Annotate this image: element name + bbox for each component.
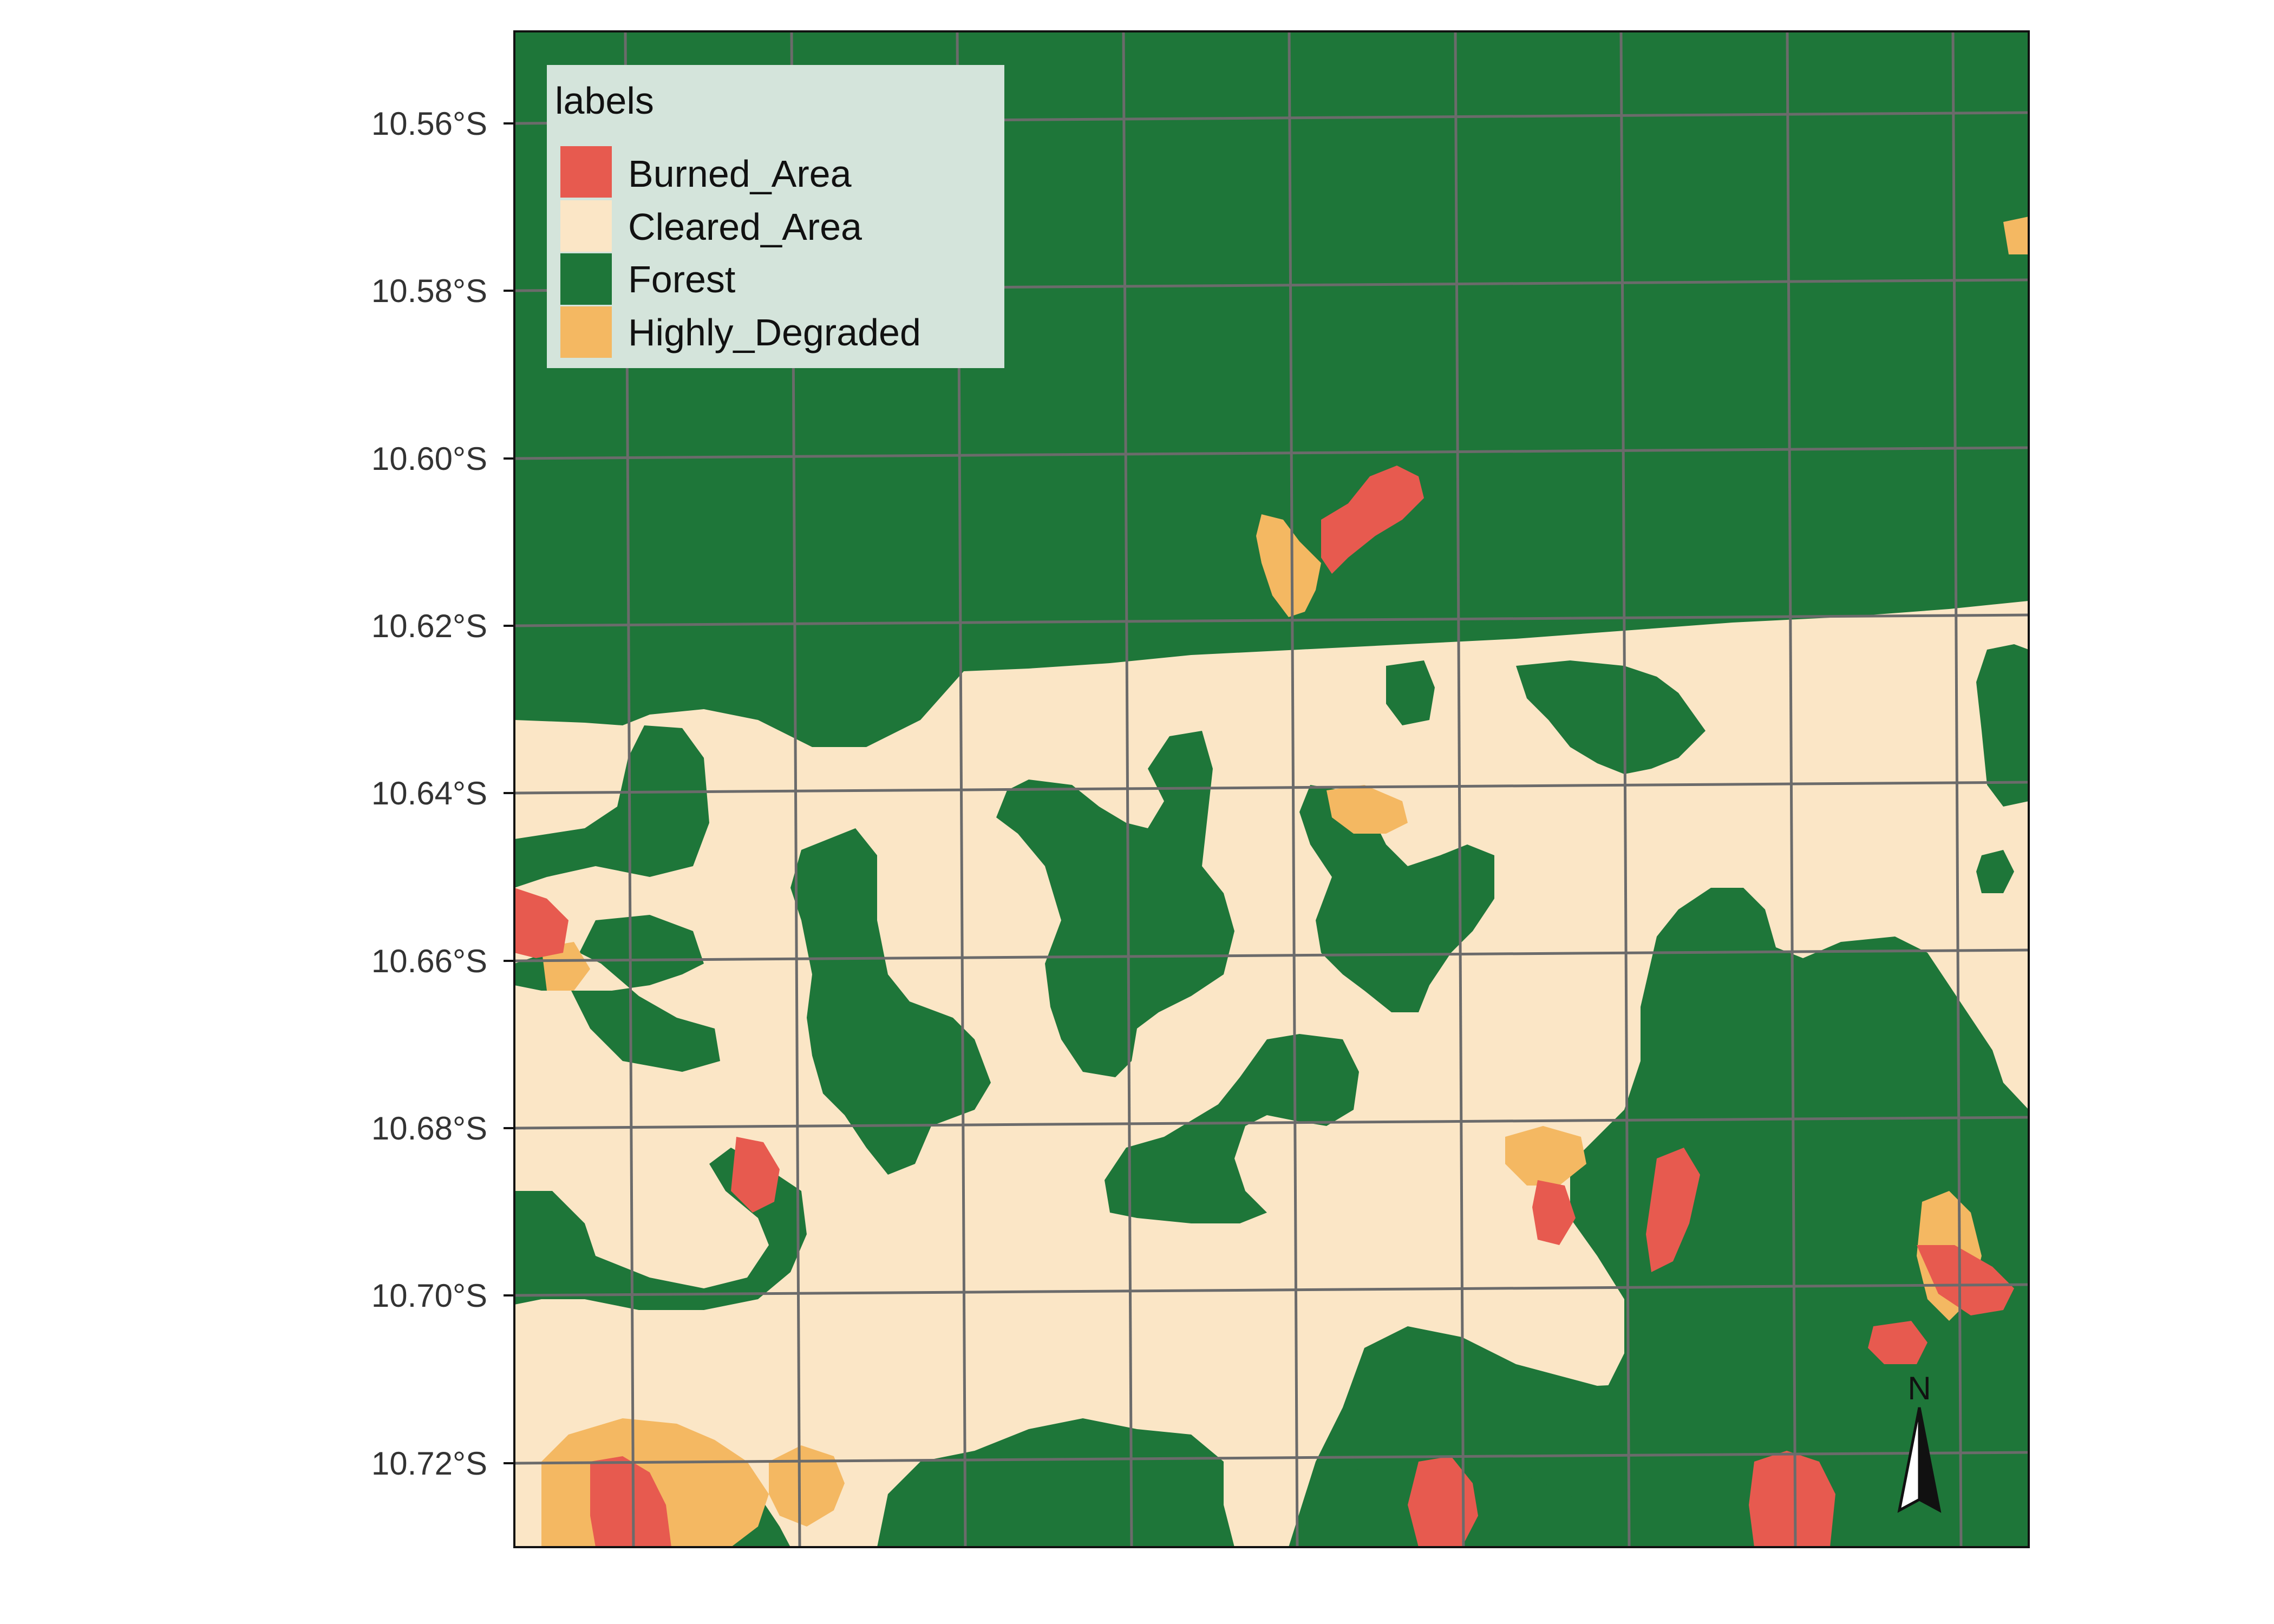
burned-patch-7	[1749, 1451, 1835, 1547]
legend-swatch-burned-area	[560, 146, 612, 198]
burned-patch-8	[1408, 1456, 1478, 1547]
panel-border	[513, 30, 2030, 1548]
north-arrow-label: N	[1907, 1370, 1931, 1406]
y-tick-label: 10.72°S	[371, 1445, 487, 1482]
forest-patch-left-band	[514, 725, 709, 888]
legend-label-forest: Forest	[628, 258, 735, 300]
burned-patch-9	[1532, 1180, 1576, 1245]
graticule	[514, 31, 2029, 1547]
y-tick-label: 10.62°S	[371, 608, 487, 644]
y-tick-label: 10.66°S	[371, 943, 487, 979]
legend-label-cleared-area: Cleared_Area	[628, 206, 862, 248]
forest-patch-right-top	[1516, 660, 1706, 774]
burned-patch-4	[731, 1137, 780, 1213]
forest-patch-center	[996, 731, 1234, 1077]
degraded-patch-4	[1327, 785, 1408, 834]
degraded-patch-3	[769, 1445, 845, 1527]
y-axis	[504, 122, 514, 1464]
north-arrow-right-half	[1918, 1407, 1942, 1513]
burned-patch-1	[1321, 466, 1424, 574]
forest-patch-small-1	[1386, 660, 1435, 725]
legend-swatch-cleared-area	[560, 200, 612, 252]
forest-patch-small-2	[1976, 850, 2014, 893]
burned-patch-6	[1917, 1245, 2014, 1315]
burned-patch-5	[1646, 1148, 1700, 1272]
forest-patch-right-bottom	[1570, 888, 2029, 1547]
legend-title: labels	[555, 80, 654, 122]
degraded-patch-1	[1256, 514, 1321, 617]
y-tick-labels: 10.56°S 10.58°S 10.60°S 10.62°S 10.64°S …	[371, 106, 487, 1482]
burned-patch-2	[590, 1456, 671, 1547]
y-tick-label: 10.56°S	[371, 106, 487, 142]
north-arrow-icon: N	[1897, 1370, 1942, 1513]
forest-patch-center-left	[790, 828, 991, 1175]
burned-patch-10	[1868, 1321, 1927, 1364]
forest-patch-left-2	[514, 915, 720, 1072]
y-tick-label: 10.70°S	[371, 1278, 487, 1314]
legend: labels Burned_Area Cleared_Area Forest H…	[547, 65, 1004, 368]
legend-swatch-highly-degraded	[560, 306, 612, 358]
map-panel	[514, 31, 2029, 1547]
degraded-patch-6	[1505, 1126, 1586, 1186]
y-tick-label: 10.58°S	[371, 273, 487, 309]
burned-patch-3	[514, 888, 568, 958]
legend-label-highly-degraded: Highly_Degraded	[628, 311, 921, 353]
y-tick-label: 10.68°S	[371, 1110, 487, 1147]
legend-background	[547, 65, 1004, 368]
legend-label-burned-area: Burned_Area	[628, 153, 852, 195]
y-tick-label: 10.60°S	[371, 441, 487, 477]
y-tick-label: 10.64°S	[371, 775, 487, 811]
degraded-patch-7	[2003, 217, 2029, 254]
legend-swatch-forest	[560, 253, 612, 305]
forest-patch-right-isle	[1976, 644, 2029, 807]
